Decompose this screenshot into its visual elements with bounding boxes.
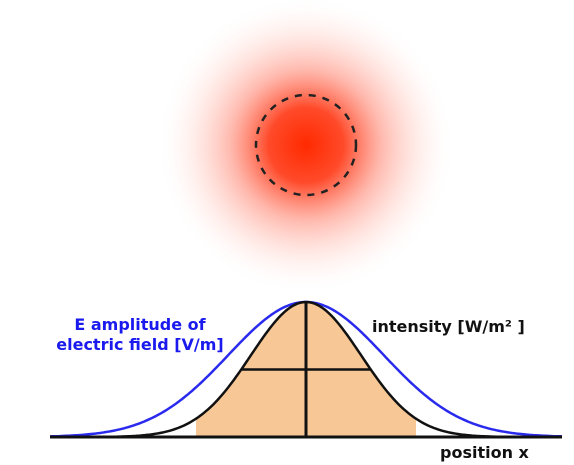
intensity-label: intensity [W/m² ] — [372, 317, 525, 336]
beam-spot — [156, 0, 456, 295]
amplitude-label: electric field [V/m] — [56, 335, 224, 354]
axis-label: position x — [440, 443, 530, 462]
amplitude-label: E amplitude of — [74, 315, 206, 334]
beam-waist-circle — [254, 93, 358, 197]
